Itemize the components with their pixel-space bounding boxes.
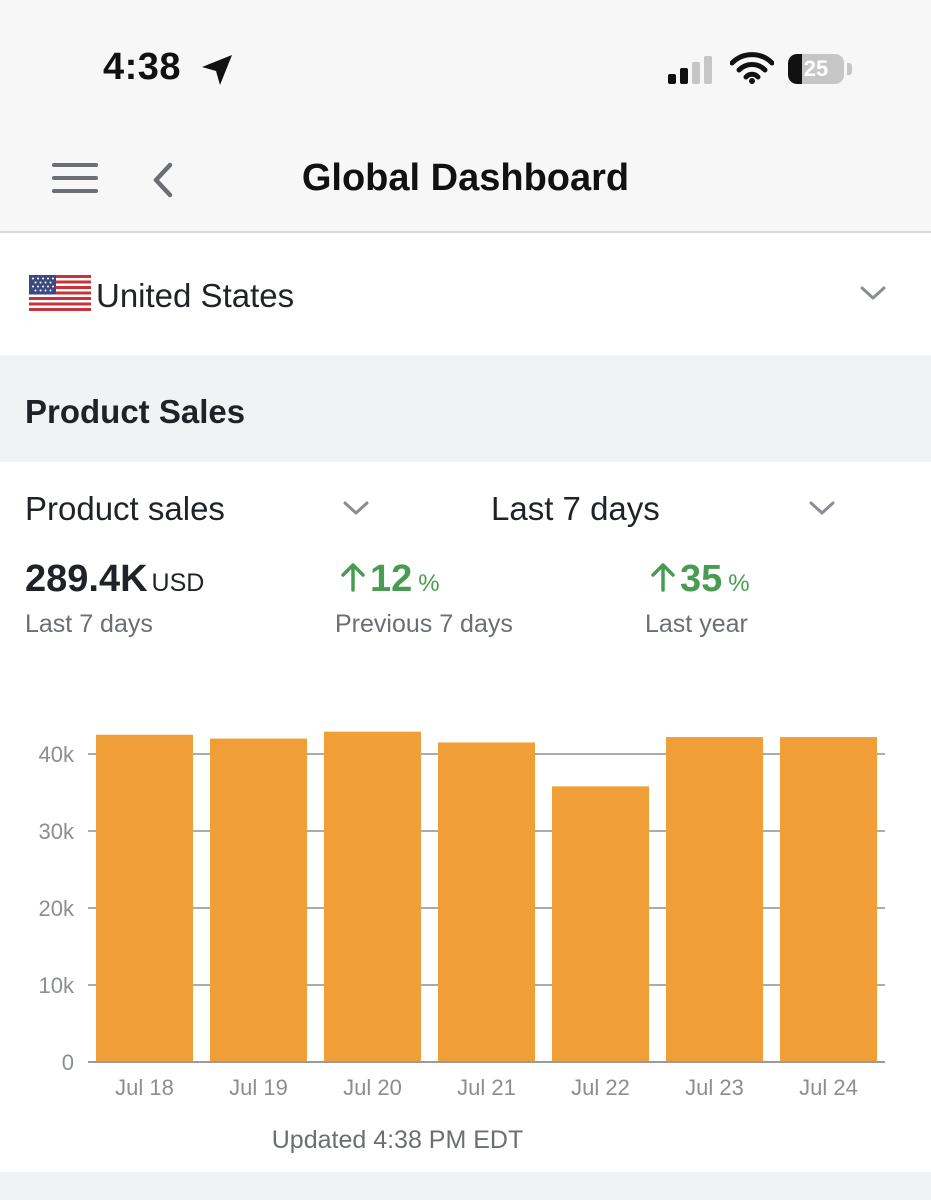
cellular-signal-icon <box>668 56 712 84</box>
battery-icon: 25 <box>788 54 844 84</box>
country-name: United States <box>96 277 295 314</box>
chevron-down-icon[interactable] <box>343 500 369 516</box>
y-tick-label: 40k <box>39 742 75 767</box>
bar[interactable] <box>552 786 649 1062</box>
x-tick-label: Jul 22 <box>571 1075 630 1100</box>
location-arrow-icon <box>202 55 232 85</box>
y-tick-label: 10k <box>39 973 75 998</box>
previous-period-change: 12% <box>340 558 440 601</box>
us-flag-icon <box>29 275 91 311</box>
section-title: Product Sales <box>25 393 246 430</box>
battery-level-text: 25 <box>803 56 829 81</box>
y-tick-label: 30k <box>39 819 75 844</box>
status-bar: 4:38 25 <box>0 0 931 125</box>
last-year-change: 35% <box>650 558 750 601</box>
total-sales-label: Last 7 days <box>25 610 153 638</box>
x-tick-label: Jul 18 <box>115 1075 174 1100</box>
arrow-up-icon <box>651 563 675 592</box>
x-tick-label: Jul 19 <box>229 1075 288 1100</box>
wifi-icon <box>730 52 774 84</box>
date-range-dropdown[interactable]: Last 7 days <box>491 490 660 527</box>
x-tick-label: Jul 23 <box>685 1075 744 1100</box>
bottom-strip <box>0 1172 931 1200</box>
chevron-down-icon[interactable] <box>809 500 835 516</box>
x-tick-label: Jul 21 <box>457 1075 516 1100</box>
updated-timestamp: Updated 4:38 PM EDT <box>271 1126 524 1154</box>
x-tick-label: Jul 24 <box>799 1075 858 1100</box>
last-year-change-value: 35 <box>680 558 723 600</box>
bar[interactable] <box>96 734 193 1062</box>
section-header: Product Sales <box>0 355 931 462</box>
total-sales-unit: USD <box>151 569 205 597</box>
bar[interactable] <box>210 738 307 1062</box>
chevron-down-icon <box>860 286 886 300</box>
bar[interactable] <box>666 737 763 1062</box>
sales-bar-chart: 0 10k 20k 30k 40k Jul 18 Jul 19 Jul 20 Jul 21 Jul… <box>39 731 885 1100</box>
battery-tip <box>847 63 852 75</box>
bar[interactable] <box>780 737 877 1062</box>
x-tick-label: Jul 20 <box>343 1075 402 1100</box>
bar[interactable] <box>438 742 535 1062</box>
previous-change-unit: % <box>418 570 440 597</box>
previous-period-label: Previous 7 days <box>335 610 513 638</box>
metric-dropdown[interactable]: Product sales <box>25 490 225 527</box>
last-year-change-unit: % <box>728 570 750 597</box>
nav-header: Global Dashboard <box>0 125 931 233</box>
previous-change-value: 12 <box>370 558 413 600</box>
page-title: Global Dashboard <box>301 157 630 199</box>
country-selector[interactable]: United States <box>0 235 931 355</box>
chevron-left-icon[interactable] <box>150 161 178 199</box>
arrow-up-icon <box>341 563 365 592</box>
last-year-label: Last year <box>645 610 748 638</box>
y-tick-label: 20k <box>39 896 75 921</box>
status-time: 4:38 <box>103 46 182 88</box>
bar[interactable] <box>324 731 421 1062</box>
total-sales-number: 289.4K <box>25 558 148 600</box>
hamburger-menu-icon[interactable] <box>52 163 98 195</box>
product-sales-card: Product sales Last 7 days 289.4K USD Last… <box>0 462 931 1172</box>
y-tick-label: 0 <box>62 1050 74 1075</box>
total-sales-value: 289.4K USD <box>25 558 204 601</box>
battery-level-fill <box>788 54 802 84</box>
